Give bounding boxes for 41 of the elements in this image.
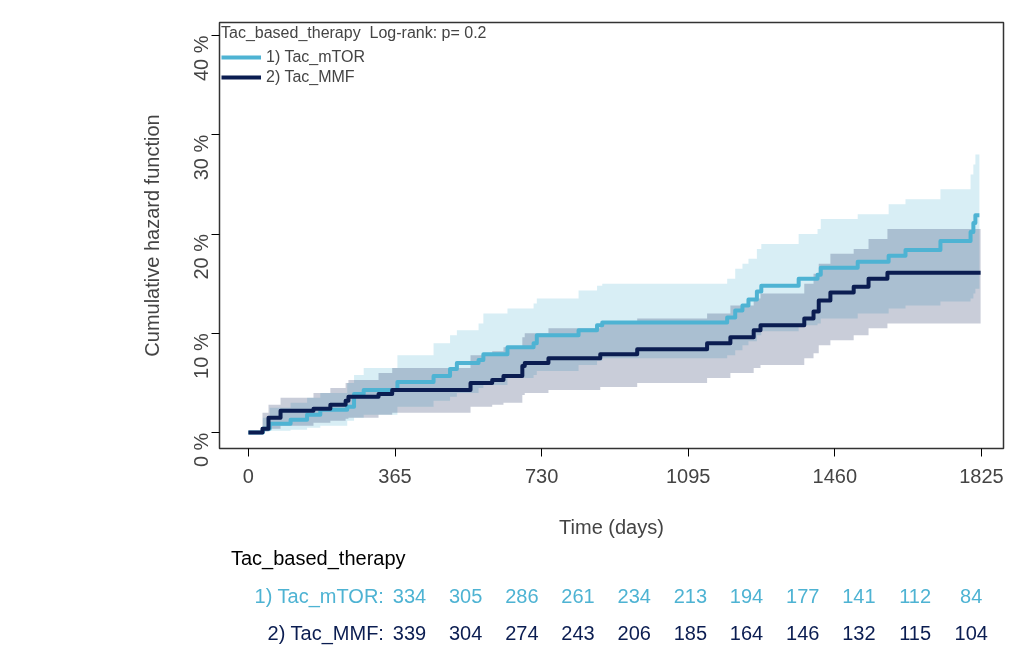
text: Tac_based_therapy — [231, 547, 406, 571]
text: 146 — [786, 621, 820, 644]
text: 185 — [673, 621, 708, 644]
x-tick-label: 730 — [524, 464, 559, 487]
text: 2) Tac_MMF: — [267, 621, 384, 645]
text: 194 — [729, 584, 764, 607]
text: 115 — [899, 621, 932, 644]
text: 164 — [729, 621, 764, 644]
y-tick-label: 20 % — [190, 233, 213, 280]
text: 305 — [448, 584, 483, 607]
x-tick-label: 365 — [378, 464, 412, 487]
text: 261 — [561, 584, 595, 607]
y-tick-label: 10 % — [190, 333, 213, 379]
text: 112 — [899, 584, 932, 607]
text: 243 — [561, 621, 595, 644]
legend-label: 2) Tac_MMF — [266, 68, 355, 86]
text: 177 — [786, 584, 820, 607]
text: 132 — [842, 621, 876, 644]
x-tick-label: 0 — [242, 464, 254, 487]
y-tick-label: 0 % — [190, 432, 213, 468]
y-tick-label: 30 % — [190, 134, 213, 181]
text: 104 — [954, 621, 988, 644]
text: 339 — [392, 621, 427, 644]
text: 213 — [673, 584, 708, 607]
text: 206 — [617, 621, 651, 644]
text: 274 — [505, 621, 539, 644]
text: 84 — [960, 584, 983, 607]
text: 334 — [392, 584, 427, 607]
x-tick-label: 1460 — [812, 464, 858, 487]
text: 141 — [842, 584, 876, 607]
text: 286 — [505, 584, 539, 607]
y-axis-title: Cumulative hazard function — [140, 114, 163, 357]
text: 1) Tac_mTOR: — [254, 584, 384, 608]
x-axis-title: Time (days) — [559, 515, 664, 538]
x-tick-label: 1825 — [959, 464, 1004, 487]
y-tick-label: 40 % — [190, 35, 213, 81]
x-tick-label: 1095 — [665, 464, 711, 487]
legend-label: 1) Tac_mTOR — [266, 48, 365, 66]
text: 234 — [617, 584, 651, 607]
legend-title: Tac_based_therapy Log-rank: p= 0.2 — [221, 24, 487, 42]
text: 304 — [448, 621, 483, 644]
